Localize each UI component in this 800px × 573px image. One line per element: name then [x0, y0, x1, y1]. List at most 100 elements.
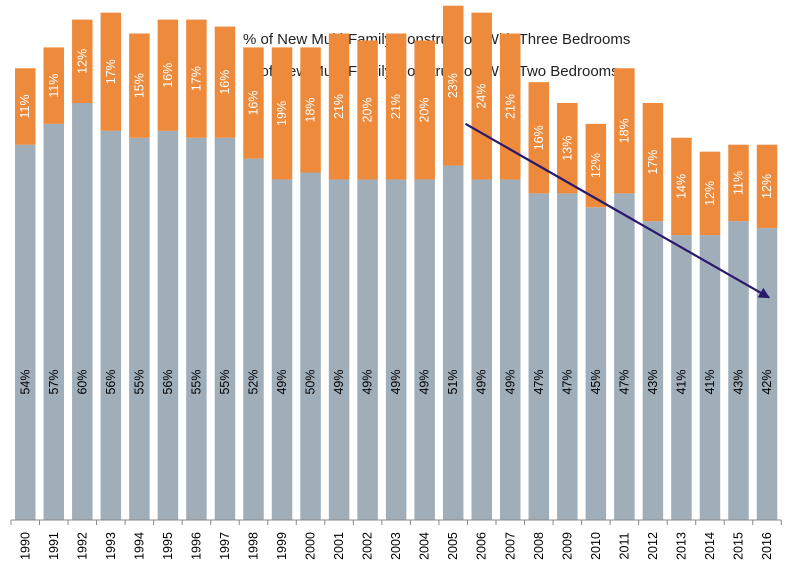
label-two-bedrooms-1996: 55% — [189, 369, 203, 394]
label-three-bedrooms-2000: 18% — [304, 97, 318, 122]
bar-two-bedrooms-1995 — [157, 130, 179, 521]
label-two-bedrooms-2002: 49% — [361, 369, 375, 394]
bar-three-bedrooms-2014 — [699, 151, 721, 236]
x-tick-label-2014: 2014 — [703, 532, 717, 560]
bar-two-bedrooms-1999 — [271, 179, 293, 520]
bar-three-bedrooms-1992 — [72, 19, 93, 104]
bar-two-bedrooms-2015 — [728, 221, 749, 520]
label-two-bedrooms-2013: 41% — [674, 369, 688, 394]
bar-three-bedrooms-2007 — [500, 33, 521, 180]
label-three-bedrooms-2004: 20% — [418, 97, 432, 122]
bar-three-bedrooms-1997 — [214, 26, 236, 138]
label-three-bedrooms-2010: 12% — [589, 153, 603, 178]
label-three-bedrooms-1993: 17% — [104, 59, 118, 84]
label-three-bedrooms-2015: 11% — [732, 171, 746, 195]
label-three-bedrooms-2011: 18% — [617, 118, 631, 143]
x-tick-label-2009: 2009 — [560, 532, 574, 560]
x-tick-label-2006: 2006 — [475, 532, 489, 560]
bar-two-bedrooms-2011 — [614, 193, 635, 520]
label-three-bedrooms-2007: 21% — [503, 94, 517, 119]
label-two-bedrooms-2010: 45% — [589, 369, 603, 394]
bar-three-bedrooms-2010 — [585, 123, 607, 208]
x-tick-label-1991: 1991 — [47, 532, 61, 560]
bar-two-bedrooms-2001 — [328, 179, 350, 520]
bar-two-bedrooms-1994 — [129, 137, 150, 520]
x-tick-label-2010: 2010 — [589, 532, 603, 560]
bar-labels-group: 54% 11% 57% 11% 60% 12% 56% 17% 55% 15% 56% 16% 55% 1… — [18, 49, 774, 395]
bar-three-bedrooms-2008 — [528, 82, 550, 194]
label-two-bedrooms-2005: 51% — [446, 369, 460, 394]
bar-two-bedrooms-2004 — [414, 179, 435, 520]
label-three-bedrooms-2014: 12% — [703, 181, 717, 206]
x-tick-label-2008: 2008 — [532, 532, 546, 560]
x-tick-label-1997: 1997 — [218, 532, 232, 560]
bar-two-bedrooms-2003 — [385, 179, 407, 520]
label-three-bedrooms-1991: 11% — [47, 74, 61, 98]
label-two-bedrooms-1993: 56% — [104, 369, 118, 394]
label-three-bedrooms-2012: 17% — [646, 150, 660, 175]
x-tick-label-1999: 1999 — [275, 532, 289, 560]
bar-three-bedrooms-2009 — [557, 103, 578, 194]
label-two-bedrooms-2011: 47% — [617, 369, 631, 394]
label-two-bedrooms-1999: 49% — [275, 369, 289, 394]
bar-two-bedrooms-2005 — [442, 165, 464, 521]
bar-three-bedrooms-1994 — [129, 33, 150, 138]
x-tick-label-1995: 1995 — [161, 532, 175, 560]
x-tick-label-2005: 2005 — [446, 532, 460, 560]
label-two-bedrooms-2008: 47% — [532, 369, 546, 394]
bar-three-bedrooms-2011 — [614, 68, 635, 194]
x-tick-label-1998: 1998 — [246, 532, 260, 560]
x-tick-label-2002: 2002 — [361, 532, 375, 560]
x-tick-label-2013: 2013 — [674, 532, 688, 560]
label-two-bedrooms-1991: 57% — [47, 369, 61, 394]
x-tick-label-1996: 1996 — [189, 532, 203, 560]
label-two-bedrooms-2004: 49% — [418, 369, 432, 394]
bar-two-bedrooms-2013 — [671, 235, 692, 521]
label-three-bedrooms-2002: 20% — [361, 97, 375, 122]
x-tick-label-2015: 2015 — [732, 532, 746, 560]
bar-two-bedrooms-2006 — [471, 179, 492, 520]
bar-three-bedrooms-2015 — [728, 144, 749, 222]
bar-three-bedrooms-1998 — [243, 47, 264, 159]
bar-two-bedrooms-2002 — [357, 179, 378, 520]
bar-three-bedrooms-1996 — [186, 19, 207, 138]
bar-three-bedrooms-1990 — [15, 68, 36, 145]
bar-three-bedrooms-2002 — [357, 40, 378, 180]
bar-three-bedrooms-1999 — [271, 47, 293, 180]
x-tick-label-2004: 2004 — [418, 532, 432, 560]
bar-three-bedrooms-2006 — [471, 12, 492, 180]
label-three-bedrooms-1995: 16% — [161, 63, 175, 88]
label-two-bedrooms-1990: 54% — [18, 369, 32, 394]
bar-two-bedrooms-1992 — [72, 103, 93, 520]
bar-two-bedrooms-1998 — [243, 158, 264, 520]
label-three-bedrooms-2006: 24% — [475, 84, 489, 109]
x-tick-label-1993: 1993 — [104, 532, 118, 560]
bar-three-bedrooms-2016 — [756, 144, 778, 229]
bar-two-bedrooms-2009 — [557, 193, 578, 520]
bar-three-bedrooms-2004 — [414, 40, 435, 180]
label-three-bedrooms-2005: 23% — [446, 73, 460, 98]
bar-two-bedrooms-1993 — [100, 130, 122, 521]
label-three-bedrooms-2016: 12% — [760, 174, 774, 199]
label-three-bedrooms-2008: 16% — [532, 125, 546, 150]
x-tick-label-2012: 2012 — [646, 532, 660, 560]
label-three-bedrooms-2003: 21% — [389, 94, 403, 119]
label-three-bedrooms-2013: 14% — [674, 174, 688, 199]
x-tick-label-2001: 2001 — [332, 532, 346, 560]
x-axis: 1990 1991 1992 1993 1994 1995 1996 1997 1998 1999… — [10, 519, 782, 560]
label-two-bedrooms-2014: 41% — [703, 369, 717, 394]
x-tick-label-2000: 2000 — [304, 532, 318, 560]
label-two-bedrooms-2000: 50% — [304, 369, 318, 394]
bar-two-bedrooms-2000 — [300, 172, 321, 520]
x-tick-label-1994: 1994 — [132, 532, 146, 560]
bar-two-bedrooms-2012 — [642, 221, 664, 520]
bars-group — [15, 5, 778, 521]
bar-three-bedrooms-2012 — [642, 103, 664, 222]
bar-two-bedrooms-1997 — [214, 137, 236, 520]
bar-two-bedrooms-2008 — [528, 193, 550, 520]
label-two-bedrooms-1997: 55% — [218, 369, 232, 394]
trend-arrow — [464, 122, 771, 299]
bar-three-bedrooms-2013 — [671, 137, 692, 236]
label-two-bedrooms-2001: 49% — [332, 369, 346, 394]
